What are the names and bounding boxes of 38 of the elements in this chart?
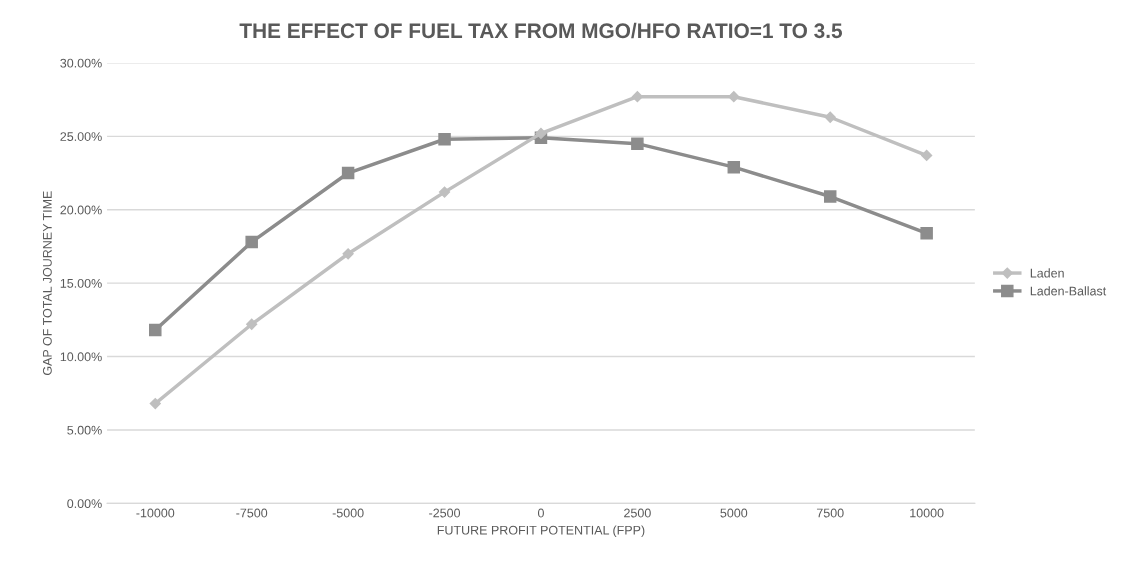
x-tick-label: 5000 <box>720 508 748 518</box>
point <box>921 149 933 162</box>
y-tick-label: 20.00% <box>60 205 102 215</box>
point <box>823 190 837 203</box>
point <box>342 248 354 260</box>
point <box>341 166 355 180</box>
x-axis-title: FUTURE PROFIT POTENTIAL (FPP) <box>437 525 645 538</box>
y-tick-label: 25.00% <box>60 132 102 141</box>
x-tick-label: 7500 <box>816 508 844 518</box>
point <box>728 91 740 103</box>
point <box>824 111 836 123</box>
point <box>149 323 162 337</box>
legend-label: Laden-Ballast <box>1030 286 1107 296</box>
y-axis-title: GAP OF TOTAL JOURNEY TIME <box>42 191 52 376</box>
point <box>631 91 643 103</box>
point <box>438 186 451 198</box>
point <box>920 226 933 240</box>
y-tick-label: 10.00% <box>60 352 102 362</box>
x-tick-label: -5000 <box>332 508 364 518</box>
chart-title: THE EFFECT OF FUEL TAX FROM MGO/HFO RATIO=1 TO 3.5 <box>239 22 843 39</box>
x-tick-label: -2500 <box>429 508 461 518</box>
point <box>631 137 644 150</box>
point <box>535 127 547 139</box>
x-tick-label: 2500 <box>624 508 651 518</box>
x-tick-label: -7500 <box>236 508 268 518</box>
point <box>438 133 451 146</box>
point <box>246 318 258 330</box>
x-tick-label: 10000 <box>910 508 944 518</box>
y-tick-label: 0.00% <box>67 499 102 509</box>
x-tick-label: 0 <box>537 508 544 518</box>
point <box>727 160 741 174</box>
y-tick-label: 15.00% <box>60 278 102 288</box>
legend-label: Laden <box>1030 268 1064 278</box>
point <box>245 235 258 249</box>
x-tick-label: -10000 <box>136 508 175 518</box>
y-tick-label: 30.00% <box>60 58 102 68</box>
y-tick-label: 5.00% <box>67 425 102 435</box>
point <box>149 397 161 410</box>
